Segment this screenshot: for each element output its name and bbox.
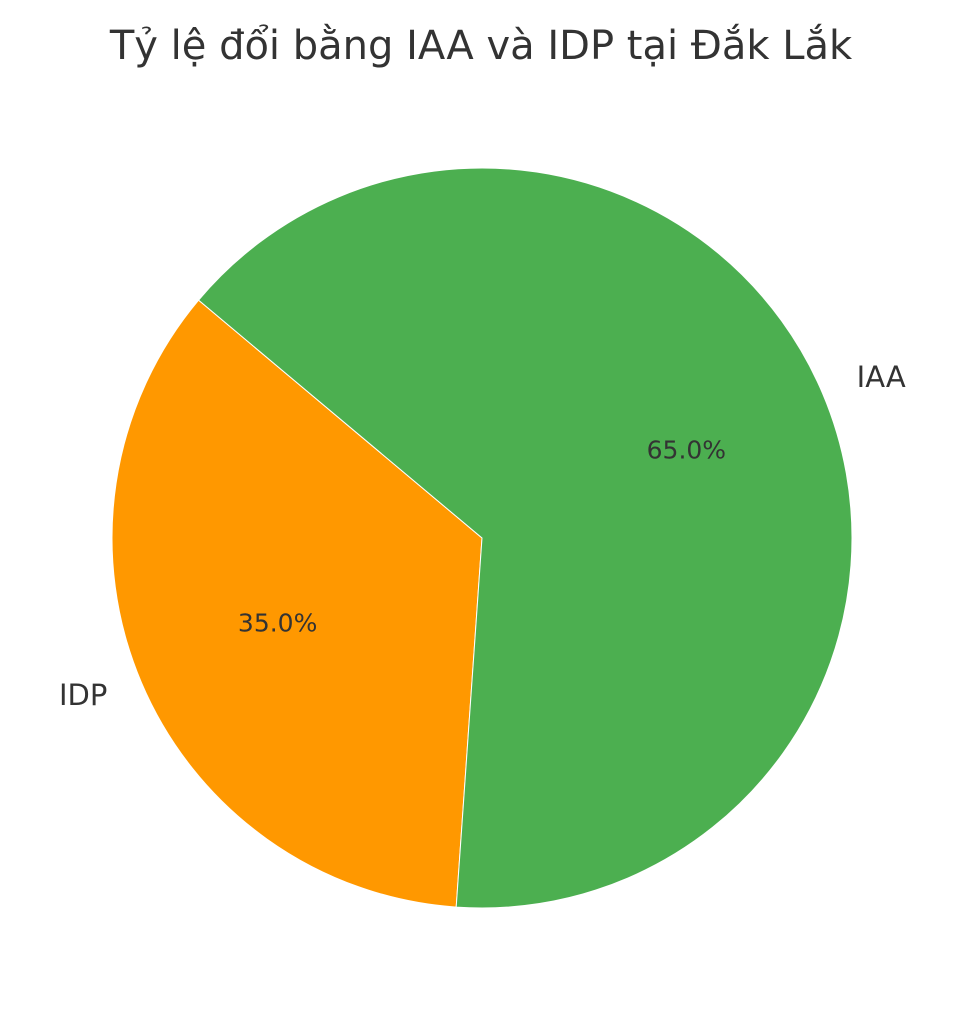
slice-label-idp: IDP	[59, 678, 107, 712]
pie-slice-iaa	[197, 167, 853, 909]
chart-title: Tỷ lệ đổi bằng IAA và IDP tại Đắk Lắk	[109, 23, 853, 69]
pie-slices	[111, 167, 853, 909]
percent-label-iaa: 65.0%	[647, 435, 726, 464]
percent-label-idp: 35.0%	[238, 609, 317, 638]
pie-slice-idp	[111, 299, 483, 908]
pie-labels: IDP 35.0% IAA 65.0%	[59, 360, 906, 712]
slice-label-iaa: IAA	[857, 360, 906, 394]
